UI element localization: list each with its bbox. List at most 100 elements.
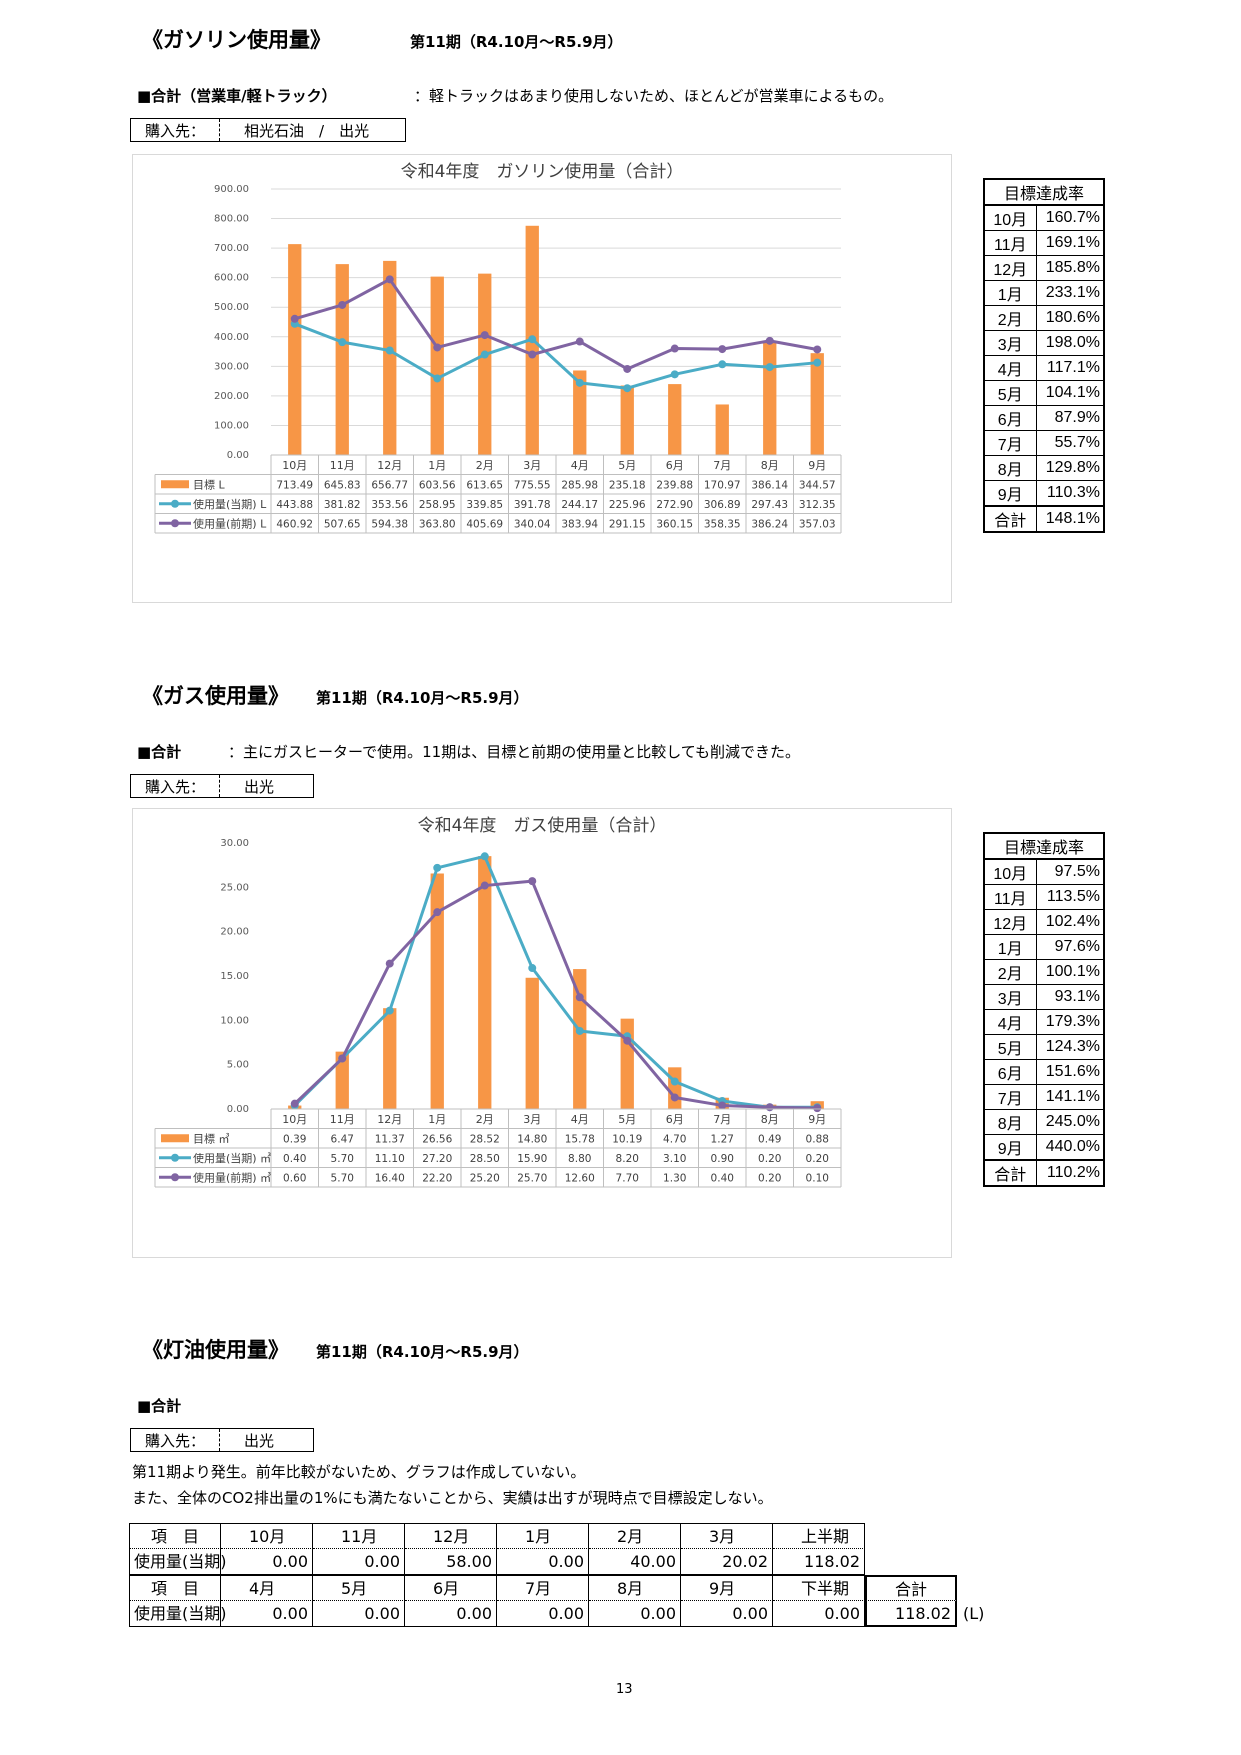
data-label: 14.80 bbox=[517, 1133, 547, 1145]
rate-value: 151.6% bbox=[1035, 1059, 1105, 1085]
rate-value: 55.7% bbox=[1035, 430, 1105, 456]
data-point bbox=[385, 959, 394, 968]
data-point bbox=[623, 1036, 632, 1045]
data-label: 0.20 bbox=[806, 1153, 829, 1165]
x-tick-label: 4月 bbox=[571, 459, 589, 472]
x-tick-label: 10月 bbox=[282, 1113, 307, 1126]
supplier-value: 出光 bbox=[244, 1431, 275, 1450]
data-label: 340.04 bbox=[514, 518, 551, 530]
usage-value: 0.00 bbox=[681, 1601, 773, 1627]
data-point bbox=[528, 964, 537, 973]
rate-month: 10月 bbox=[983, 858, 1037, 885]
rate-row: 11月 169.1% bbox=[983, 230, 1105, 256]
rate-row: 8月 245.0% bbox=[983, 1109, 1105, 1135]
series-line bbox=[294, 322, 818, 390]
data-point bbox=[433, 863, 442, 872]
x-tick-label: 8月 bbox=[761, 1113, 779, 1126]
month-header: 9月 bbox=[681, 1575, 773, 1601]
data-point bbox=[338, 338, 347, 347]
data-label: 291.15 bbox=[609, 518, 646, 530]
y-tick-label: 25.00 bbox=[220, 882, 249, 893]
rate-month: 6月 bbox=[983, 405, 1037, 431]
supplier-label: 購入先： bbox=[131, 119, 221, 141]
usage-label: 使用量(当期) bbox=[129, 1601, 227, 1627]
bar bbox=[525, 977, 539, 1109]
data-label: 235.18 bbox=[609, 479, 646, 491]
data-label: 10.19 bbox=[612, 1133, 642, 1145]
data-label: 25.70 bbox=[517, 1172, 547, 1184]
rate-month: 合計 bbox=[983, 505, 1037, 533]
data-label: 0.20 bbox=[758, 1153, 781, 1165]
data-label: 353.56 bbox=[371, 499, 408, 511]
data-point bbox=[813, 1104, 822, 1113]
data-label: 258.95 bbox=[419, 499, 456, 511]
legend-marker bbox=[171, 1173, 179, 1182]
rate-value: 141.1% bbox=[1035, 1084, 1105, 1110]
bar bbox=[620, 385, 634, 455]
x-tick-label: 11月 bbox=[330, 459, 355, 472]
rate-row: 2月 100.1% bbox=[983, 959, 1105, 985]
data-label: 656.77 bbox=[371, 479, 408, 491]
rate-value: 179.3% bbox=[1035, 1009, 1105, 1035]
data-label: 28.50 bbox=[470, 1153, 500, 1165]
y-tick-label: 500.00 bbox=[214, 302, 249, 313]
data-label: 386.24 bbox=[751, 518, 788, 530]
rate-row: 5月 124.3% bbox=[983, 1034, 1105, 1060]
rate-month: 9月 bbox=[983, 480, 1037, 507]
rate-row: 合計 110.2% bbox=[983, 1159, 1105, 1187]
data-point bbox=[385, 275, 394, 284]
month-header: 12月 bbox=[405, 1523, 497, 1549]
data-label: 360.15 bbox=[656, 518, 693, 530]
legend-marker bbox=[171, 519, 179, 528]
data-label: 5.70 bbox=[331, 1172, 354, 1184]
month-header: 6月 bbox=[405, 1575, 497, 1601]
data-label: 363.80 bbox=[419, 518, 456, 530]
bar bbox=[478, 856, 492, 1109]
x-tick-label: 7月 bbox=[713, 1113, 731, 1126]
rate-value: 180.6% bbox=[1035, 305, 1105, 331]
kerosene-supplier-box: 購入先： 出光 bbox=[130, 1428, 314, 1452]
gasoline-subtitle-label: ■合計（営業車/軽トラック） bbox=[137, 87, 337, 105]
data-point bbox=[575, 378, 584, 387]
x-tick-label: 12月 bbox=[377, 459, 402, 472]
chart-title: 令和4年度 ガス使用量（合計） bbox=[418, 815, 667, 836]
x-tick-label: 7月 bbox=[713, 459, 731, 472]
supplier-label: 購入先： bbox=[131, 1429, 221, 1451]
data-label: 297.43 bbox=[751, 499, 788, 511]
month-header: 5月 bbox=[313, 1575, 405, 1601]
data-label: 285.98 bbox=[561, 479, 598, 491]
usage-value: 20.02 bbox=[681, 1549, 773, 1575]
data-point bbox=[480, 350, 489, 359]
bar bbox=[810, 353, 824, 455]
data-label: 358.35 bbox=[704, 518, 741, 530]
data-point bbox=[433, 343, 442, 352]
data-point bbox=[290, 1099, 299, 1108]
series-line bbox=[294, 277, 818, 371]
usage-label: 使用量(当期) bbox=[129, 1549, 227, 1575]
y-tick-label: 300.00 bbox=[214, 361, 249, 372]
rate-month: 7月 bbox=[983, 1084, 1037, 1110]
data-label: 344.57 bbox=[799, 479, 836, 491]
gasoline-supplier-box: 購入先： 相光石油 / 出光 bbox=[130, 118, 406, 142]
data-point bbox=[670, 1093, 679, 1102]
data-label: 306.89 bbox=[704, 499, 741, 511]
x-tick-label: 8月 bbox=[761, 459, 779, 472]
rate-value: 117.1% bbox=[1035, 355, 1105, 381]
data-label: 386.14 bbox=[751, 479, 788, 491]
rate-row: 10月 97.5% bbox=[983, 858, 1105, 885]
data-label: 170.97 bbox=[704, 479, 741, 491]
rate-row: 合計 148.1% bbox=[983, 505, 1105, 533]
y-tick-label: 0.00 bbox=[227, 1104, 249, 1115]
rate-value: 110.2% bbox=[1035, 1159, 1105, 1187]
x-tick-label: 4月 bbox=[571, 1113, 589, 1126]
rate-value: 97.6% bbox=[1035, 934, 1105, 960]
data-label: 0.60 bbox=[283, 1172, 306, 1184]
rate-month: 4月 bbox=[983, 355, 1037, 381]
data-point bbox=[623, 384, 632, 393]
gasoline-achievement-table: 目標達成率 10月 160.7% 11月 169.1% 12月 185.8% 1月 233.1… bbox=[983, 178, 1105, 533]
rate-value: 102.4% bbox=[1035, 909, 1105, 935]
data-point bbox=[813, 358, 822, 367]
rate-month: 9月 bbox=[983, 1134, 1037, 1161]
bar bbox=[715, 404, 729, 455]
y-tick-label: 30.00 bbox=[220, 838, 249, 849]
